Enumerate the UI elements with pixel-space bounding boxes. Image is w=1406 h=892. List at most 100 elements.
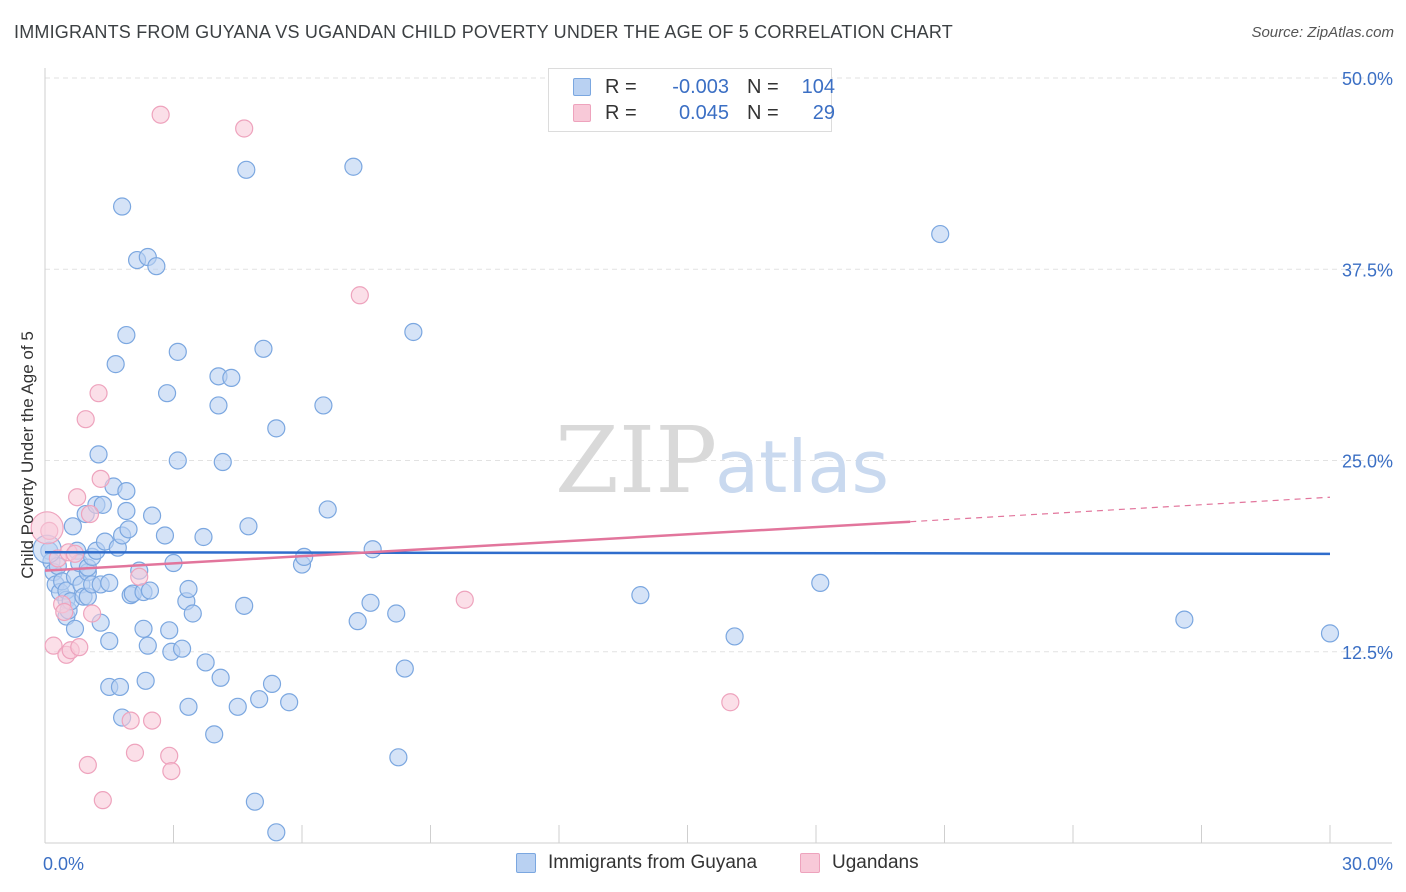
watermark-atlas: atlas: [715, 425, 889, 509]
data-point: [318, 500, 337, 519]
data-point: [179, 697, 198, 716]
data-point: [65, 619, 85, 638]
bottom-legend-ugandans: Ugandans: [800, 852, 919, 874]
legend-r-value: -0.003: [672, 75, 729, 98]
data-point: [222, 368, 241, 387]
data-point: [228, 697, 247, 716]
legend-r-value: 0.045: [678, 101, 729, 124]
data-point: [157, 384, 177, 403]
x-tick-label-min: 0.0%: [43, 854, 84, 874]
correlation-legend: R = -0.003 N = 104 R = 0.045 N = 29: [548, 68, 835, 132]
data-point: [631, 586, 650, 605]
data-point: [168, 342, 187, 361]
data-point: [168, 451, 187, 470]
data-point: [404, 322, 423, 342]
data-point: [136, 671, 155, 690]
legend-r-label: R =: [605, 75, 637, 98]
data-point: [55, 602, 74, 622]
data-point: [250, 690, 269, 709]
bottom-legend-label-guyana: Immigrants from Guyana: [548, 852, 758, 873]
data-point: [389, 748, 408, 767]
data-point: [78, 755, 97, 775]
data-point: [213, 452, 232, 472]
watermark-zip: ZIP: [555, 407, 717, 514]
data-point: [348, 612, 367, 631]
data-point: [162, 761, 181, 781]
trend-line-extension: [910, 496, 1331, 523]
trend-line: [44, 520, 911, 572]
data-point: [280, 693, 299, 712]
data-point: [117, 325, 136, 345]
data-point: [387, 604, 406, 623]
data-point: [142, 506, 162, 525]
data-point: [151, 105, 170, 124]
guyana-points: [32, 157, 1340, 842]
legend-row-ugandans: R = 0.045 N = 29: [573, 100, 835, 126]
data-point: [267, 419, 286, 438]
y-tick-label: 25.0%: [1342, 452, 1393, 472]
legend-row-guyana: R = -0.003 N = 104: [573, 74, 835, 100]
data-point: [1320, 624, 1340, 643]
bottom-legend-swatch-ugandans: [800, 853, 820, 873]
data-point: [63, 517, 82, 536]
data-point: [725, 627, 744, 646]
data-point: [455, 590, 474, 609]
data-point: [1175, 610, 1194, 629]
data-point: [254, 339, 273, 358]
data-point: [350, 286, 369, 305]
x-tick-label-max: 30.0%: [1342, 854, 1393, 874]
legend-n-value: 104: [801, 75, 835, 98]
legend-n-label: N =: [747, 75, 779, 98]
data-point: [91, 469, 110, 488]
data-point: [344, 157, 363, 176]
legend-swatch-ugandans: [573, 104, 591, 122]
data-point: [262, 674, 282, 693]
legend-n-label: N =: [747, 101, 779, 124]
bottom-legend-label-ugandans: Ugandans: [832, 852, 919, 873]
data-point: [93, 495, 112, 514]
data-point: [314, 396, 333, 415]
data-point: [363, 540, 382, 559]
y-tick-labels: 12.5% 25.0% 37.5% 50.0%: [1342, 69, 1393, 663]
data-point: [93, 791, 112, 810]
data-point: [117, 501, 136, 521]
data-point: [194, 527, 213, 547]
data-point: [160, 621, 179, 640]
data-point: [160, 746, 179, 765]
data-point: [100, 631, 119, 651]
axes: [44, 68, 1392, 844]
y-axis-label: Child Poverty Under the Age of 5: [18, 331, 37, 579]
data-point: [155, 526, 175, 545]
data-point: [138, 636, 157, 655]
legend-n-value: 29: [812, 101, 835, 124]
data-point: [106, 355, 125, 374]
data-point: [44, 636, 63, 655]
data-point: [267, 823, 286, 842]
data-point: [110, 677, 130, 697]
trend-lines: [44, 496, 1331, 572]
data-point: [237, 160, 256, 179]
y-tick-label: 12.5%: [1342, 643, 1393, 663]
data-point: [183, 604, 202, 623]
legend-r-label: R =: [605, 101, 637, 124]
data-point: [172, 639, 192, 658]
data-point: [134, 619, 153, 638]
bottom-legend-swatch-guyana: [516, 853, 536, 873]
data-point: [179, 579, 198, 599]
data-point: [211, 668, 230, 687]
data-point: [196, 653, 215, 672]
data-point: [119, 520, 138, 539]
data-point: [235, 119, 254, 138]
data-point: [112, 197, 132, 216]
data-point: [147, 257, 166, 276]
trend-line: [44, 551, 1331, 556]
data-point: [65, 544, 85, 563]
x-tick-labels: 0.0% 30.0%: [43, 854, 1393, 874]
y-tick-label: 37.5%: [1342, 260, 1393, 280]
data-point: [89, 445, 108, 464]
data-point: [130, 567, 149, 586]
data-point: [140, 581, 160, 600]
data-point: [80, 504, 100, 524]
data-point: [121, 711, 140, 730]
